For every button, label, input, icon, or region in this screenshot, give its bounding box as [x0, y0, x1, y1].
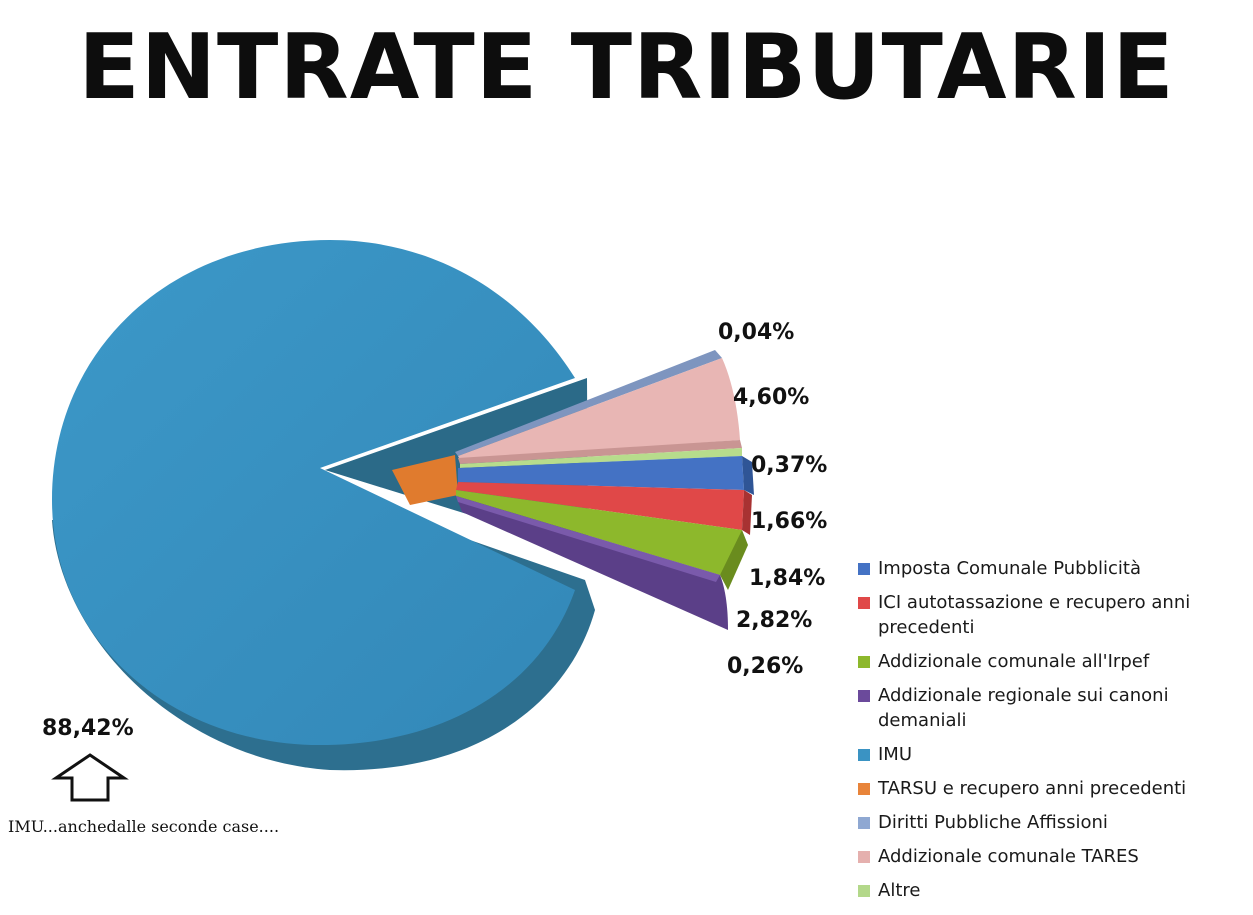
legend-item-5: TARSU e recupero anni precedenti — [858, 776, 1253, 801]
legend-swatch — [858, 885, 870, 897]
pie-slice-tarsu — [392, 455, 458, 505]
legend-label: Addizionale regionale sui canoni demania… — [878, 685, 1169, 731]
pie-slice-tares-side — [458, 440, 742, 464]
exploded-slices — [455, 350, 754, 630]
pie-slice-imu — [52, 240, 575, 745]
chart-legend: Imposta Comunale Pubblicità ICI autotassa… — [858, 556, 1253, 912]
legend-swatch — [858, 749, 870, 761]
legend-label: Imposta Comunale Pubblicità — [878, 558, 1142, 579]
data-label-6: 0,04% — [718, 320, 794, 345]
legend-label: ICI autotassazione e recupero anni prece… — [878, 592, 1191, 638]
data-label-1: 1,84% — [749, 566, 825, 591]
legend-swatch — [858, 690, 870, 702]
pie-slice-irpef-side — [720, 530, 748, 590]
data-label-8: 0,37% — [751, 453, 827, 478]
legend-swatch — [858, 851, 870, 863]
legend-label: IMU — [878, 744, 913, 765]
legend-item-6: Diritti Pubbliche Affissioni — [858, 810, 1253, 835]
pie-slice-altre — [460, 448, 742, 468]
pie-slice-ici — [456, 482, 744, 530]
legend-item-3: Addizionale regionale sui canoni demania… — [858, 683, 1253, 733]
legend-item-8: Altre — [858, 878, 1253, 903]
legend-item-4: IMU — [858, 742, 1253, 767]
legend-item-2: Addizionale comunale all'Irpef — [858, 649, 1253, 674]
legend-label: Altre — [878, 880, 921, 901]
legend-label: Diritti Pubbliche Affissioni — [878, 812, 1108, 833]
legend-item-1: ICI autotassazione e recupero anni prece… — [858, 590, 1253, 640]
pie-slice-pubblicita — [458, 456, 744, 490]
data-label-7: 4,60% — [733, 385, 809, 410]
pie-slice-tares — [458, 358, 740, 460]
data-label-4: 88,42% — [42, 716, 134, 741]
legend-label: Addizionale comunale TARES — [878, 846, 1139, 867]
legend-item-0: Imposta Comunale Pubblicità — [858, 556, 1253, 581]
data-label-3: 0,26% — [727, 654, 803, 679]
imu-annotation: IMU...anchedalle seconde case.... — [8, 817, 280, 836]
legend-swatch — [858, 817, 870, 829]
legend-label: Addizionale comunale all'Irpef — [878, 651, 1150, 672]
legend-swatch — [858, 656, 870, 668]
up-arrow-outline-icon — [51, 753, 129, 802]
data-label-0: 1,66% — [751, 509, 827, 534]
legend-swatch — [858, 783, 870, 795]
legend-item-7: Addizionale comunale TARES — [858, 844, 1253, 869]
chart-title: ENTRATE TRIBUTARIE — [78, 15, 1175, 120]
pie-slice-regionale-top — [456, 496, 720, 582]
pie-slice-pubblicita-side — [742, 456, 754, 495]
legend-swatch — [858, 597, 870, 609]
pie-slice-regionale — [456, 496, 728, 630]
pie-slice-irpef — [456, 490, 742, 575]
legend-swatch — [858, 563, 870, 575]
legend-label: TARSU e recupero anni precedenti — [878, 778, 1187, 799]
data-label-2: 2,82% — [736, 608, 812, 633]
pie-slice-diritti — [455, 350, 722, 456]
pie-slice-ici-side — [742, 490, 752, 535]
